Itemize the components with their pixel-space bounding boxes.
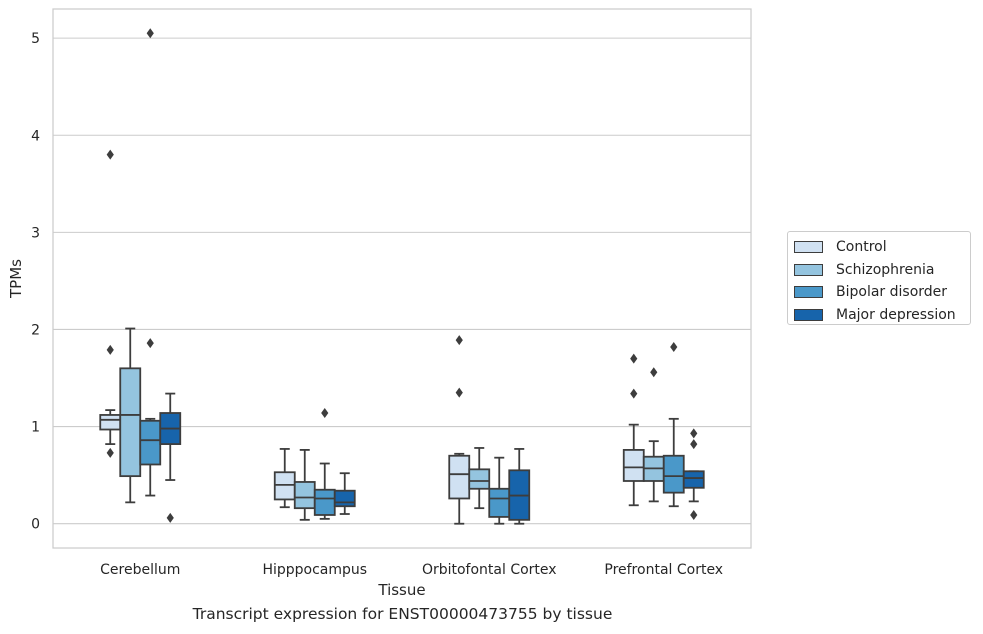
box-iqr [662,454,685,494]
legend-swatch-control [794,241,823,254]
legend: Control Schizophrenia Bipolar disorder M… [787,231,971,325]
legend-label-schizophrenia: Schizophrenia [836,261,935,278]
box-iqr [448,454,471,500]
box-control [99,149,122,458]
y-tick-labels: 0 1 2 3 4 5 [31,31,40,533]
box-major-depression [508,448,531,525]
box-iqr [99,414,122,431]
x-tick-label: Orbitofontal Cortex [422,562,557,578]
x-tick-label: Hipppocampus [262,562,367,578]
box-control [622,353,645,507]
legend-swatch-bipolar-disorder [794,286,823,299]
box-iqr [139,419,162,466]
box-control [273,448,296,509]
box-major-depression [159,392,182,523]
x-tick-label: Cerebellum [100,562,180,578]
box-iqr [622,449,645,482]
legend-label-major-depression: Major depression [836,306,956,323]
box-iqr [333,489,356,508]
outlier-point [166,512,174,523]
box-schizophrenia [642,367,665,503]
outlier-point [630,388,638,399]
box-iqr [468,468,491,490]
y-axis-label: TPMs [7,259,25,299]
outlier-point [650,367,658,378]
box-iqr [313,488,336,516]
outlier-point [106,149,114,160]
outlier-point [690,439,698,450]
x-tick-label: Prefrontal Cortex [604,562,723,578]
legend-label-control: Control [836,239,887,256]
outlier-point [690,509,698,520]
x-tick-labels: Cerebellum Hipppocampus Orbitofontal Corte… [100,562,723,578]
legend-swatch-schizophrenia [794,263,823,276]
box-bipolar-disorder [662,341,685,508]
box-schizophrenia [119,327,142,504]
box-bipolar-disorder [488,456,511,525]
box-iqr [119,367,142,478]
figure-caption: Transcript expression for ENST0000047375… [192,605,613,623]
legend-swatch-major-depression [794,308,823,321]
y-tick-label: 4 [31,128,40,144]
box-iqr [293,481,316,510]
box-schizophrenia [293,449,316,521]
outlier-point [106,447,114,458]
box-bipolar-disorder [313,408,336,520]
y-tick-label: 5 [31,31,40,47]
y-tick-label: 3 [31,225,40,241]
y-tick-label: 0 [31,517,40,533]
outlier-point [146,338,154,349]
box-bipolar-disorder [139,28,162,497]
outlier-point [455,335,463,346]
outlier-point [106,344,114,355]
box-iqr [488,487,511,518]
plot-frame [52,8,752,549]
legend-item-schizophrenia: Schizophrenia [794,259,964,282]
box-control [448,335,471,525]
y-tick-label: 2 [31,322,40,338]
x-axis-label: Tissue [377,581,425,599]
box-major-depression [333,472,356,515]
y-tick-label: 1 [31,420,40,436]
legend-item-bipolar-disorder: Bipolar disorder [794,281,964,304]
box-iqr [682,470,705,489]
outlier-point [670,341,678,352]
box-major-depression [682,428,705,520]
legend-item-major-depression: Major depression [794,304,964,327]
legend-item-control: Control [794,236,964,259]
legend-label-bipolar-disorder: Bipolar disorder [836,284,948,301]
outlier-point [690,428,698,439]
outlier-point [455,387,463,398]
box-schizophrenia [468,447,491,510]
outlier-point [146,28,154,39]
outlier-point [630,353,638,364]
outlier-point [321,408,329,419]
plot-boxes [99,28,705,525]
box-iqr [273,471,296,501]
